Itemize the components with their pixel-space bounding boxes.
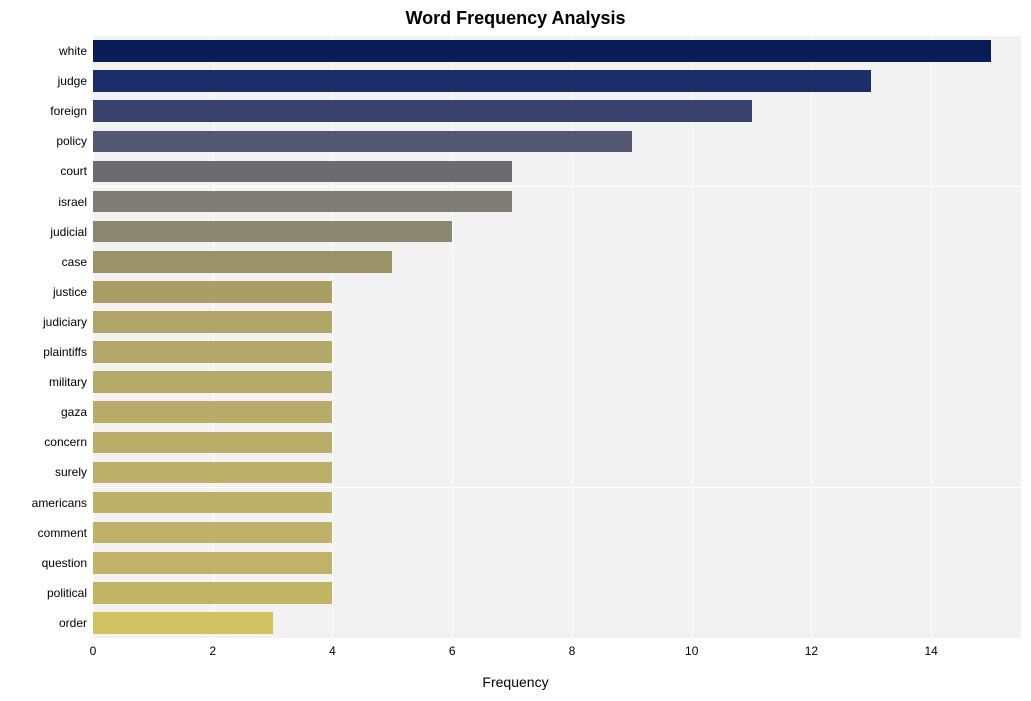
y-tick-label: concern bbox=[0, 435, 87, 449]
bar bbox=[93, 191, 512, 213]
chart-container: Word Frequency Analysis Frequency white j… bbox=[0, 0, 1031, 701]
bar bbox=[93, 161, 512, 183]
y-tick-label: plaintiffs bbox=[0, 345, 87, 359]
bar bbox=[93, 492, 332, 514]
x-tick-label: 14 bbox=[925, 644, 938, 658]
y-tick-label: question bbox=[0, 556, 87, 570]
bar bbox=[93, 341, 332, 363]
y-tick-label: foreign bbox=[0, 104, 87, 118]
x-tick-label: 8 bbox=[569, 644, 576, 658]
chart-title: Word Frequency Analysis bbox=[0, 8, 1031, 29]
y-tick-label: justice bbox=[0, 285, 87, 299]
y-tick-label: case bbox=[0, 255, 87, 269]
bar bbox=[93, 281, 332, 303]
x-tick-label: 0 bbox=[90, 644, 97, 658]
x-tick-label: 2 bbox=[209, 644, 216, 658]
bar bbox=[93, 582, 332, 604]
bar bbox=[93, 401, 332, 423]
bar bbox=[93, 311, 332, 333]
bar bbox=[93, 251, 392, 273]
gridline bbox=[452, 36, 453, 638]
gridline bbox=[572, 36, 573, 638]
x-tick-label: 10 bbox=[685, 644, 698, 658]
y-tick-label: military bbox=[0, 375, 87, 389]
y-tick-label: court bbox=[0, 164, 87, 178]
bar bbox=[93, 612, 273, 634]
y-tick-label: policy bbox=[0, 134, 87, 148]
plot-area bbox=[93, 36, 1021, 638]
y-tick-label: israel bbox=[0, 195, 87, 209]
y-tick-label: judiciary bbox=[0, 315, 87, 329]
bar bbox=[93, 131, 632, 153]
y-tick-label: surely bbox=[0, 465, 87, 479]
bar bbox=[93, 552, 332, 574]
bar bbox=[93, 40, 991, 62]
y-tick-label: americans bbox=[0, 496, 87, 510]
x-tick-label: 4 bbox=[329, 644, 336, 658]
y-tick-label: comment bbox=[0, 526, 87, 540]
bar bbox=[93, 462, 332, 484]
gridline bbox=[332, 36, 333, 638]
gridline bbox=[692, 36, 693, 638]
x-tick-label: 12 bbox=[805, 644, 818, 658]
gridline bbox=[811, 36, 812, 638]
y-tick-label: gaza bbox=[0, 405, 87, 419]
bar bbox=[93, 70, 871, 92]
bar bbox=[93, 221, 452, 243]
y-tick-label: white bbox=[0, 44, 87, 58]
x-axis-label: Frequency bbox=[0, 674, 1031, 690]
x-tick-label: 6 bbox=[449, 644, 456, 658]
y-tick-label: judge bbox=[0, 74, 87, 88]
y-tick-label: political bbox=[0, 586, 87, 600]
bar bbox=[93, 371, 332, 393]
y-tick-label: order bbox=[0, 616, 87, 630]
bar bbox=[93, 432, 332, 454]
gridline bbox=[93, 36, 94, 638]
bar bbox=[93, 522, 332, 544]
y-tick-label: judicial bbox=[0, 225, 87, 239]
bar bbox=[93, 100, 752, 122]
gridline bbox=[931, 36, 932, 638]
gridline bbox=[213, 36, 214, 638]
